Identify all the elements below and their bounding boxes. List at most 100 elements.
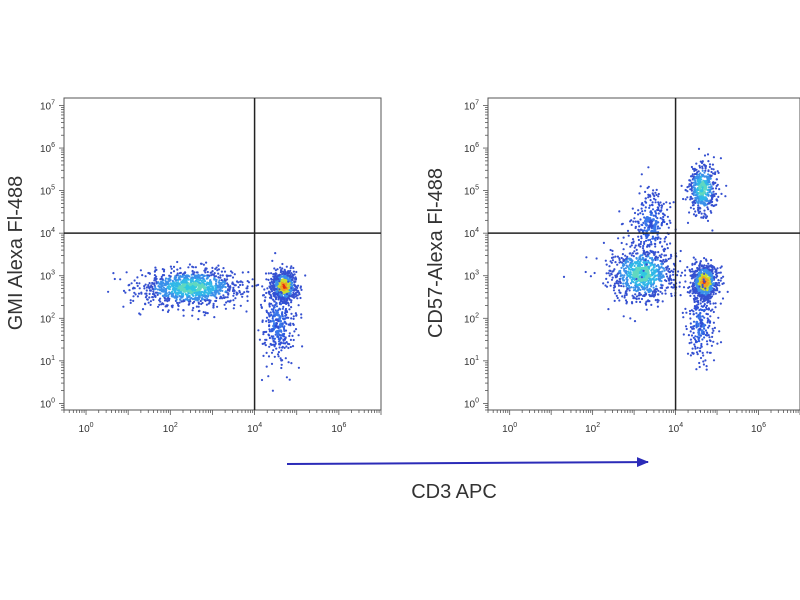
scatter-point: [144, 283, 147, 286]
tick-label: 102: [585, 422, 600, 435]
scatter-point: [630, 254, 633, 257]
scatter-point: [274, 333, 277, 336]
tick-label: 100: [464, 397, 479, 410]
scatter-point: [654, 242, 657, 246]
scatter-point: [663, 240, 666, 243]
scatter-point: [241, 283, 244, 286]
scatter-point: [167, 283, 170, 286]
scatter-point: [614, 255, 617, 258]
scatter-point: [635, 277, 638, 281]
scatter-point: [280, 349, 283, 352]
scatter-point: [619, 260, 622, 264]
scatter-point: [604, 284, 607, 287]
scatter-point: [136, 295, 139, 298]
scatter-point: [690, 341, 693, 344]
scatter-point: [626, 255, 629, 258]
scatter-point: [703, 303, 706, 306]
scatter-point: [625, 293, 628, 296]
tick-label: 106: [40, 142, 55, 155]
scatter-point: [703, 266, 706, 269]
scatter-point: [158, 288, 161, 291]
scatter-point: [650, 303, 653, 306]
scatter-point: [636, 284, 639, 287]
scatter-point: [272, 298, 275, 301]
scatter-point: [706, 319, 710, 322]
scatter-point: [212, 306, 215, 309]
scatter-point: [623, 274, 626, 277]
scatter-point: [300, 316, 303, 319]
scatter-point: [211, 266, 214, 269]
scatter-point: [167, 294, 170, 297]
scatter-point: [293, 283, 296, 286]
scatter-point: [638, 243, 641, 246]
scatter-point: [177, 289, 180, 292]
scatter-point: [595, 257, 598, 260]
scatter-point: [618, 277, 621, 281]
scatter-point: [610, 256, 614, 259]
scatter-point: [626, 287, 629, 290]
scatter-point: [167, 299, 171, 302]
scatter-point: [638, 292, 641, 295]
scatter-point: [698, 285, 701, 288]
scatter-point: [149, 303, 152, 306]
scatter-point: [654, 191, 657, 194]
scatter-point: [272, 335, 275, 338]
scatter-point: [200, 274, 203, 277]
scatter-point: [631, 252, 635, 255]
scatter-point: [654, 258, 657, 262]
scatter-point: [716, 283, 719, 287]
scatter-point: [226, 282, 229, 285]
scatter-point: [657, 195, 660, 198]
plot-frame: [487, 97, 800, 411]
scatter-point: [714, 306, 717, 309]
scatter-point: [702, 332, 705, 335]
scatter-point: [617, 272, 620, 275]
scatter-point: [177, 274, 180, 277]
scatter-point: [170, 267, 173, 270]
scatter-point: [657, 203, 660, 206]
scatter-point: [164, 288, 167, 291]
scatter-point: [651, 218, 655, 222]
scatter-point: [195, 293, 198, 296]
scatter-point: [655, 285, 658, 288]
scatter-point: [703, 204, 706, 207]
scatter-point: [168, 279, 171, 282]
scatter-point: [642, 274, 646, 278]
scatter-point: [695, 320, 699, 324]
scatter-point: [165, 304, 168, 307]
scatter-point: [639, 185, 642, 188]
scatter-point: [695, 308, 698, 311]
scatter-point: [267, 318, 270, 322]
scatter-point: [679, 260, 682, 263]
scatter-point: [689, 206, 693, 209]
scatter-point: [298, 291, 301, 295]
scatter-point: [263, 288, 266, 291]
scatter-point: [226, 296, 229, 299]
scatter-point: [622, 279, 625, 282]
scatter-point: [701, 183, 705, 187]
scatter-point: [711, 327, 714, 330]
scatter-point: [653, 224, 657, 228]
scatter-point: [692, 327, 695, 330]
scatter-point: [709, 210, 712, 213]
scatter-point: [264, 296, 267, 299]
scatter-point: [657, 293, 660, 296]
scatter-point: [700, 195, 703, 198]
scatter-point: [643, 226, 646, 229]
scatter-point: [699, 280, 703, 284]
scatter-point: [702, 215, 705, 218]
scatter-point: [281, 296, 284, 299]
scatter-point: [693, 263, 696, 266]
scatter-point: [706, 281, 710, 285]
scatter-point: [657, 236, 660, 239]
scatter-point: [633, 270, 637, 274]
scatter-point: [281, 359, 284, 362]
scatter-point: [201, 298, 205, 301]
scatter-point: [240, 293, 243, 296]
scatter-point: [148, 296, 151, 299]
scatter-point: [689, 317, 692, 320]
scatter-point: [273, 272, 276, 276]
scatter-point: [706, 343, 709, 346]
scatter-point: [285, 322, 288, 325]
scatter-point: [282, 298, 285, 301]
